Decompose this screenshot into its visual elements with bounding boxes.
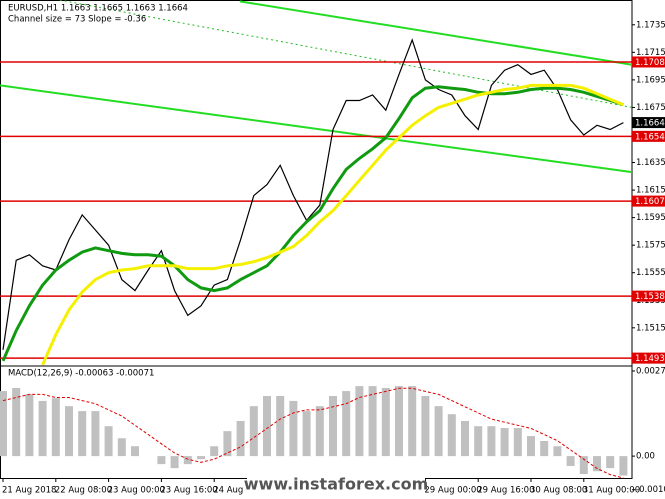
level-label-box <box>632 195 665 207</box>
macd-bar <box>65 406 73 457</box>
level-label-box <box>632 56 665 68</box>
plot-frame <box>0 0 633 479</box>
macd-bar <box>170 456 179 469</box>
macd-bar <box>12 387 21 457</box>
macd-bar <box>566 456 575 466</box>
watermark-back <box>247 472 425 496</box>
chart-subtitle: Channel size = 73 Slope = -0.36 <box>8 15 146 25</box>
x-tick-label: 30 Aug 08:00 <box>530 486 587 496</box>
channel-line <box>0 84 633 174</box>
macd-bar <box>408 386 417 457</box>
macd-bar <box>593 456 601 472</box>
price-line <box>41 83 624 366</box>
x-tick-label: 23 Aug 00:00 <box>108 486 165 496</box>
macd-bar <box>500 428 509 457</box>
macd-bar <box>38 400 47 457</box>
macd-bar <box>421 395 430 457</box>
macd-bar <box>342 391 351 457</box>
channel-line <box>239 0 633 66</box>
level-label-box <box>632 130 665 142</box>
level-label: 1.1607 <box>635 197 665 207</box>
macd-bar <box>157 456 166 465</box>
macd-bar <box>474 426 483 457</box>
macd-bar <box>606 456 615 469</box>
macd-bar <box>289 400 298 457</box>
x-tick-label: 29 Aug 16:00 <box>477 486 534 496</box>
macd-bar <box>131 446 139 457</box>
y-tick-label: 0.00276 <box>636 367 665 377</box>
macd-bar <box>461 420 469 457</box>
macd-bar <box>553 446 562 457</box>
macd-bar <box>183 456 192 465</box>
last-price-box <box>632 117 665 129</box>
macd-bar <box>91 411 100 457</box>
macd-bar <box>315 406 324 457</box>
macd-bar <box>434 406 443 457</box>
macd-bar <box>25 394 34 457</box>
last-price-label: 1.1664 <box>635 119 665 129</box>
y-tick-label: -0.00109 <box>636 485 665 495</box>
level-label-box <box>632 352 665 364</box>
y-tick-label: 1.1635 <box>636 158 665 168</box>
macd-bar <box>368 386 377 457</box>
macd-bar <box>78 411 87 457</box>
macd-bar <box>223 431 232 457</box>
x-tick-label: 29 Aug 00:00 <box>424 486 481 496</box>
price-line <box>2 38 624 350</box>
macd-bar <box>619 456 628 476</box>
macd-bar <box>276 395 285 457</box>
macd-bar <box>540 441 549 457</box>
watermark: www.instaforex.com <box>244 475 428 494</box>
level-label: 1.1708 <box>635 58 665 68</box>
y-tick-label: 1.1675 <box>636 103 665 113</box>
macd-bar <box>249 406 258 457</box>
chart-title: EURUSD,H1 1.1663 1.1665 1.1663 1.1664 <box>8 4 188 14</box>
y-tick-label: 1.1595 <box>636 213 665 223</box>
x-tick-label: 22 Aug 08:00 <box>55 486 112 496</box>
x-tick-label: 21 Aug 2018 <box>2 486 56 496</box>
y-tick-label: 1.1555 <box>636 268 665 278</box>
macd-bar <box>487 426 496 457</box>
macd-bar <box>117 438 126 457</box>
macd-bar <box>210 446 219 457</box>
x-tick-label: 23 Aug 16:00 <box>160 486 217 496</box>
macd-bar <box>355 386 364 457</box>
y-tick-label: 1.1735 <box>636 20 665 30</box>
x-tick-label: 31 Aug 00:00 <box>583 486 640 496</box>
y-tick-label: 0.00 <box>636 452 655 462</box>
macd-bar <box>104 426 113 457</box>
macd-bar <box>513 428 522 457</box>
signal-line <box>2 387 624 479</box>
y-tick-label: 1.1715 <box>636 48 665 58</box>
y-tick-label: 1.1695 <box>636 75 665 85</box>
macd-bar <box>381 387 390 457</box>
macd-bar <box>197 456 205 460</box>
x-tick-label: 24 Aug 16:00 <box>213 486 270 496</box>
y-tick-label: 1.1575 <box>636 241 665 251</box>
macd-title: MACD(12,26,9) -0.00063 -0.00071 <box>8 369 154 379</box>
macd-bar <box>302 411 311 457</box>
level-label: 1.1654 <box>635 132 665 142</box>
macd-bar <box>329 395 337 457</box>
macd-bar <box>527 436 535 457</box>
level-label: 1.1493 <box>635 354 665 364</box>
level-label: 1.1538 <box>635 292 665 302</box>
macd-bar <box>447 414 456 457</box>
macd-bar <box>263 395 271 457</box>
macd-bar <box>579 456 588 474</box>
macd-bar <box>51 398 60 457</box>
y-tick-label: 1.1615 <box>636 186 665 196</box>
price-line <box>1 85 624 362</box>
macd-bar <box>395 386 403 457</box>
macd-bar <box>0 391 7 457</box>
macd-bar <box>236 420 245 457</box>
level-label-box <box>632 290 665 302</box>
y-tick-label: 1.1515 <box>636 323 665 333</box>
